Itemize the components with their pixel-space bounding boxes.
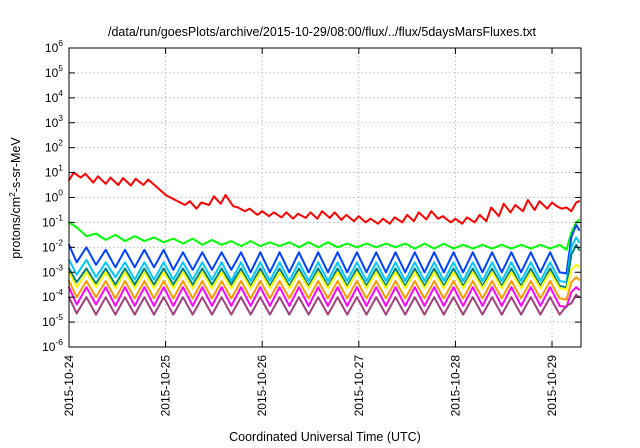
y-tick-base: 10 [45, 66, 59, 80]
series-line-9 [68, 293, 581, 316]
y-tick-label: 104 [45, 88, 63, 105]
y-tick-label: 10-3 [42, 262, 63, 279]
y-axis-label-rest: -s-sr-MeV [9, 137, 23, 193]
series-line-8 [68, 286, 581, 309]
y-tick-base: 10 [45, 91, 59, 105]
y-tick-exponent: -6 [55, 337, 63, 347]
y-tick-exponent: 5 [58, 63, 63, 73]
y-tick-base: 10 [42, 340, 56, 354]
y-tick-base: 10 [45, 116, 59, 130]
y-tick-label: 101 [45, 163, 63, 180]
y-tick-label: 103 [45, 113, 63, 130]
series-line-5 [68, 243, 581, 289]
y-tick-label: 100 [45, 188, 63, 205]
y-tick-base: 10 [45, 191, 59, 205]
y-tick-base: 10 [45, 166, 59, 180]
x-tick-label: 2015-10-24 [62, 355, 76, 417]
y-axis-label-base: protons/cm [9, 197, 23, 259]
x-tick-label: 2015-10-29 [545, 355, 559, 417]
y-tick-exponent: -1 [55, 212, 63, 222]
y-tick-base: 10 [42, 290, 56, 304]
y-tick-exponent: -5 [55, 312, 63, 322]
y-tick-exponent: 6 [58, 38, 63, 48]
series-line-3 [68, 223, 581, 275]
y-axis-ticks: 10-610-510-410-310-210-11001011021031041… [42, 38, 581, 354]
series-line-6 [68, 263, 581, 291]
y-tick-label: 106 [45, 38, 63, 55]
y-tick-label: 10-6 [42, 337, 63, 354]
y-axis-label-exponent: 2 [7, 192, 17, 197]
x-tick-label: 2015-10-28 [448, 355, 462, 417]
y-tick-base: 10 [42, 315, 56, 329]
y-tick-exponent: 2 [58, 138, 63, 148]
y-tick-exponent: -2 [55, 237, 63, 247]
y-tick-label: 105 [45, 63, 63, 80]
y-tick-label: 10-5 [42, 312, 63, 329]
y-axis-label: protons/cm2-s-sr-MeV [7, 137, 23, 259]
y-tick-exponent: 1 [58, 163, 63, 173]
y-tick-label: 10-4 [42, 287, 63, 304]
series-line-7 [68, 276, 581, 301]
y-tick-base: 10 [42, 265, 56, 279]
y-tick-exponent: 3 [58, 113, 63, 123]
y-tick-label: 10-2 [42, 237, 63, 254]
y-tick-exponent: 4 [58, 88, 63, 98]
y-tick-base: 10 [42, 215, 56, 229]
series-line-1 [68, 171, 581, 225]
y-tick-base: 10 [42, 240, 56, 254]
x-tick-label: 2015-10-26 [255, 355, 269, 417]
series-line-2 [68, 218, 581, 251]
chart-title: /data/run/goesPlots/archive/2015-10-29/0… [108, 25, 537, 39]
series-line-4 [68, 236, 581, 284]
y-tick-label: 102 [45, 138, 63, 155]
y-tick-label: 10-1 [42, 212, 63, 229]
series-group [68, 171, 581, 316]
y-tick-exponent: -4 [55, 287, 63, 297]
x-tick-label: 2015-10-27 [352, 355, 366, 417]
x-tick-label: 2015-10-25 [159, 355, 173, 417]
x-axis-label: Coordinated Universal Time (UTC) [229, 430, 421, 444]
x-axis-ticks: 2015-10-24 2015-10-25 2015-10-26 2015-10-27… [62, 48, 559, 416]
y-tick-exponent: -3 [55, 262, 63, 272]
y-tick-base: 10 [45, 41, 59, 55]
y-tick-base: 10 [45, 141, 59, 155]
grid [69, 48, 581, 347]
y-tick-exponent: 0 [58, 188, 63, 198]
